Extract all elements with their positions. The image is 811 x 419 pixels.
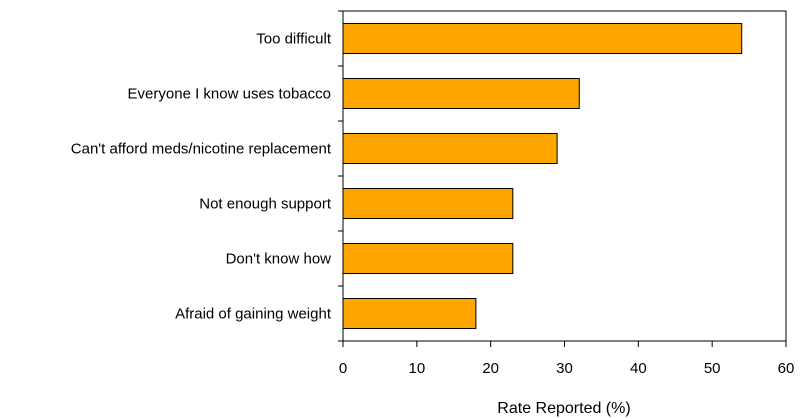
plot-frame <box>342 10 787 342</box>
bar-2 <box>342 133 558 164</box>
category-label-1: Everyone I know uses tobacco <box>128 86 331 103</box>
category-label-5: Afraid of gaining weight <box>175 306 332 323</box>
x-tick-label-0: 0 <box>339 360 347 377</box>
bar-3 <box>342 188 514 219</box>
x-tick-label-10: 10 <box>408 360 425 377</box>
bar-0 <box>342 23 743 54</box>
x-tick-label-60: 60 <box>778 360 795 377</box>
category-labels: Too difficult Everyone I know uses tobacc… <box>71 31 332 323</box>
bar-5 <box>342 298 477 329</box>
bar-4 <box>342 243 514 274</box>
category-label-2: Can't afford meds/nicotine replacement <box>71 141 332 158</box>
x-axis-title: Rate Reported (%) <box>497 400 630 417</box>
bar-1 <box>342 78 580 109</box>
bars-group <box>342 23 743 329</box>
category-label-0: Too difficult <box>256 31 332 48</box>
x-tick-label-20: 20 <box>482 360 499 377</box>
x-axis-ticks: 0 10 20 30 40 50 60 <box>339 341 795 377</box>
y-axis-ticks <box>338 10 343 342</box>
x-tick-label-40: 40 <box>630 360 647 377</box>
category-label-4: Don't know how <box>226 251 332 268</box>
x-tick-label-50: 50 <box>704 360 721 377</box>
category-label-3: Not enough support <box>199 196 332 213</box>
x-tick-label-30: 30 <box>556 360 573 377</box>
plot-area <box>342 10 787 342</box>
